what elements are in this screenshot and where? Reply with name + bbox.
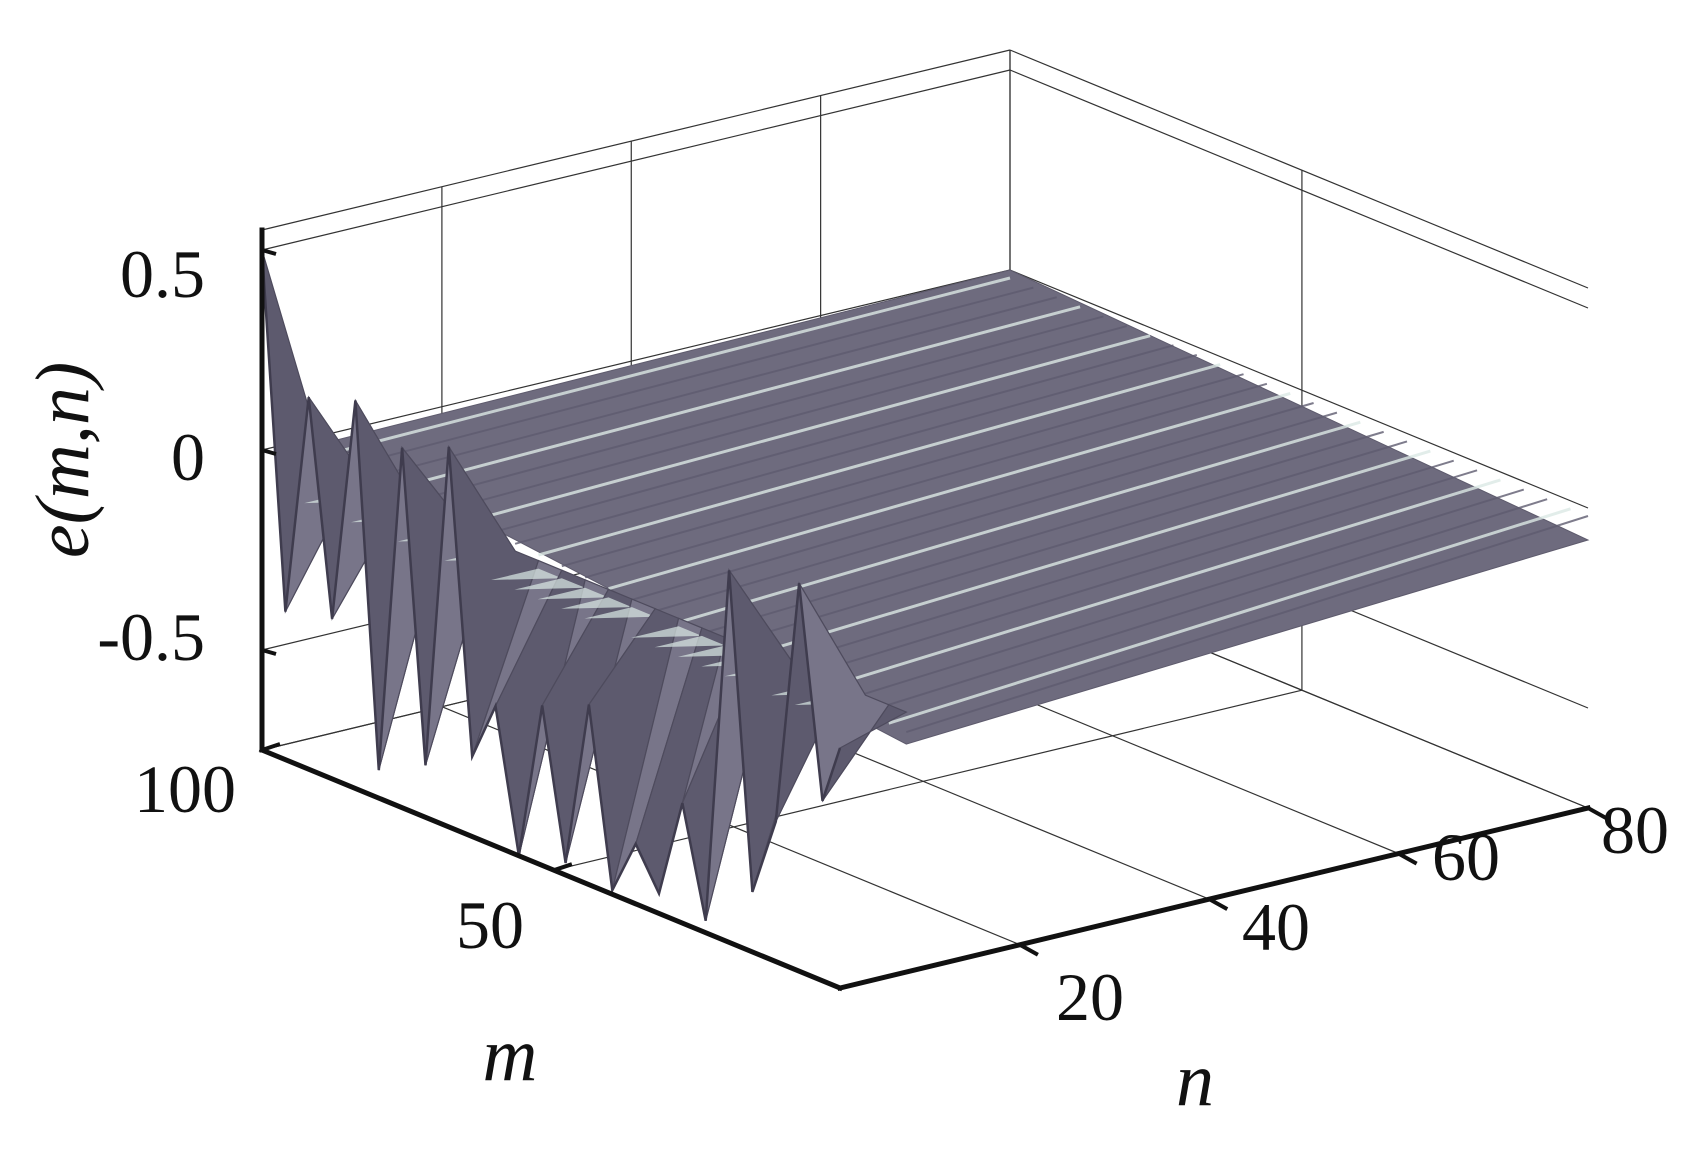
m-tick-labels: 100 50: [134, 751, 524, 963]
n-tick: [1208, 897, 1229, 911]
grid-line: [261, 69, 1011, 251]
surface-ridge: [905, 515, 1589, 734]
z-tick-label: 0.5: [120, 236, 205, 312]
surface-highlight: [514, 578, 586, 590]
surface-ridge: [514, 353, 1198, 545]
n-tick: [1587, 806, 1607, 820]
surface-ridge: [654, 411, 1338, 613]
grid-line: [261, 269, 1011, 451]
grid-line: [1009, 49, 1589, 289]
surface-ridge: [444, 325, 1128, 512]
surface-highlight: [631, 626, 702, 638]
n-tick: [1397, 851, 1418, 866]
surface-ridge: [374, 296, 1057, 478]
z-tick-labels: 0.5 0 -0.5: [97, 236, 205, 675]
surface-highlight: [491, 568, 562, 580]
surface-ridge: [678, 420, 1361, 624]
z-axis-title: e(m,n): [21, 362, 105, 558]
surface-ridge: [818, 478, 1501, 692]
surface-ridge: [584, 382, 1268, 579]
n-axis-title: n: [1176, 1038, 1214, 1122]
surface-ridge: [491, 344, 1174, 534]
surface-highlight: [654, 635, 726, 648]
m-tick-label: 100: [134, 751, 236, 827]
surface-ridge: [888, 507, 1571, 725]
n-tick-label: 60: [1432, 819, 1500, 895]
surface-ridge: [701, 430, 1384, 635]
grid-line: [553, 689, 1303, 871]
m-tick-label: 50: [456, 887, 524, 963]
surface-ridge: [327, 276, 1011, 456]
m-tick: [553, 862, 573, 873]
z-tick: [261, 248, 277, 256]
n-tick-labels: 20 40 60 80: [1056, 792, 1669, 1035]
surface-ridge: [795, 469, 1478, 680]
m-axis-title: m: [483, 1013, 538, 1097]
axes: [258, 227, 1607, 992]
surface-highlight: [561, 597, 632, 609]
grid-line: [261, 49, 1011, 231]
n-tick-label: 40: [1242, 889, 1310, 965]
m-axis: [258, 746, 844, 992]
n-tick-label: 80: [1601, 792, 1669, 868]
surface-ridge: [771, 459, 1455, 669]
n-axis: [836, 804, 1592, 992]
z-tick-label: 0: [171, 419, 205, 495]
grid-line: [1009, 269, 1589, 509]
surface-ridge: [608, 391, 1291, 591]
surface-ridge: [631, 402, 1314, 601]
surface-ridge: [397, 305, 1081, 490]
n-tick-label: 20: [1056, 959, 1124, 1035]
z-tick-label: -0.5: [97, 599, 205, 675]
surface-highlight: [584, 607, 656, 619]
grid-line: [1009, 69, 1589, 309]
surface-ridge: [351, 286, 1034, 467]
surface-ridge: [841, 488, 1525, 702]
surface-ridge: [865, 498, 1548, 713]
z-tick: [261, 648, 277, 656]
surface-ridge: [725, 440, 1408, 646]
surface-ridge: [561, 373, 1244, 568]
surface: [260, 249, 1590, 921]
surface-ridge: [748, 449, 1431, 658]
n-tick: [1018, 942, 1039, 957]
surface-ridge: [468, 334, 1151, 523]
z-tick: [261, 448, 277, 456]
m-tick: [261, 742, 281, 752]
surface-ridge: [538, 363, 1221, 557]
surface-front-edge: [260, 249, 842, 921]
surface-ridge: [421, 315, 1104, 500]
surface-highlight: [537, 587, 609, 600]
